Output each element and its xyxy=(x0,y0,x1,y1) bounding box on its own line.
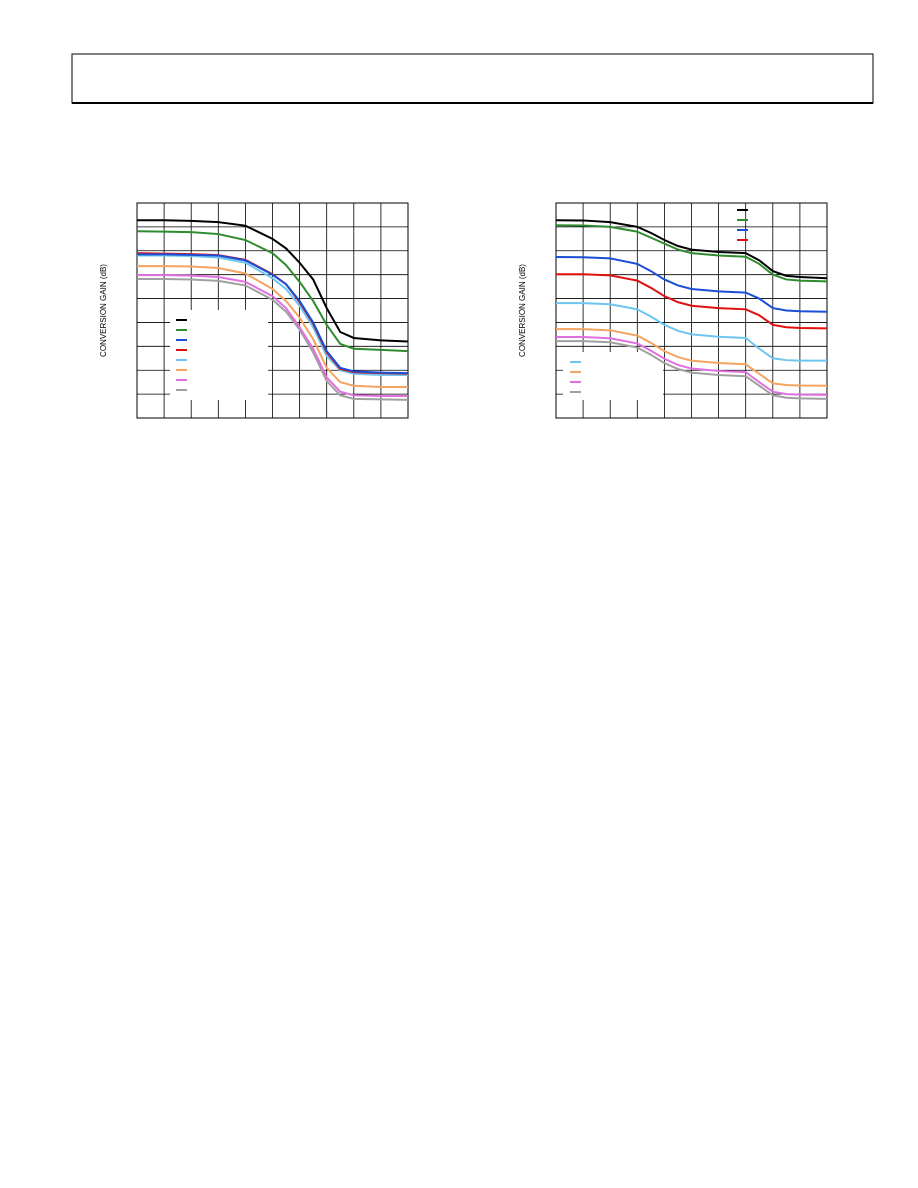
series-line xyxy=(556,340,828,400)
series-line xyxy=(556,273,828,330)
series-line xyxy=(137,277,409,401)
series-line xyxy=(137,219,409,343)
series-line xyxy=(555,219,828,280)
series-line xyxy=(137,265,408,388)
header-box xyxy=(71,53,874,104)
series-line xyxy=(136,230,409,353)
series-line xyxy=(137,274,408,398)
series-line xyxy=(556,328,828,387)
series-line xyxy=(555,255,828,313)
series-line xyxy=(137,253,409,375)
y-axis-label: CONVERSION GAIN (dB) xyxy=(99,264,108,357)
series-line xyxy=(556,302,827,362)
series-line xyxy=(556,336,828,396)
y-axis-label: CONVERSION GAIN (dB) xyxy=(518,264,527,357)
series-line xyxy=(555,224,828,283)
legend-box xyxy=(170,310,268,400)
series-line xyxy=(137,254,408,376)
